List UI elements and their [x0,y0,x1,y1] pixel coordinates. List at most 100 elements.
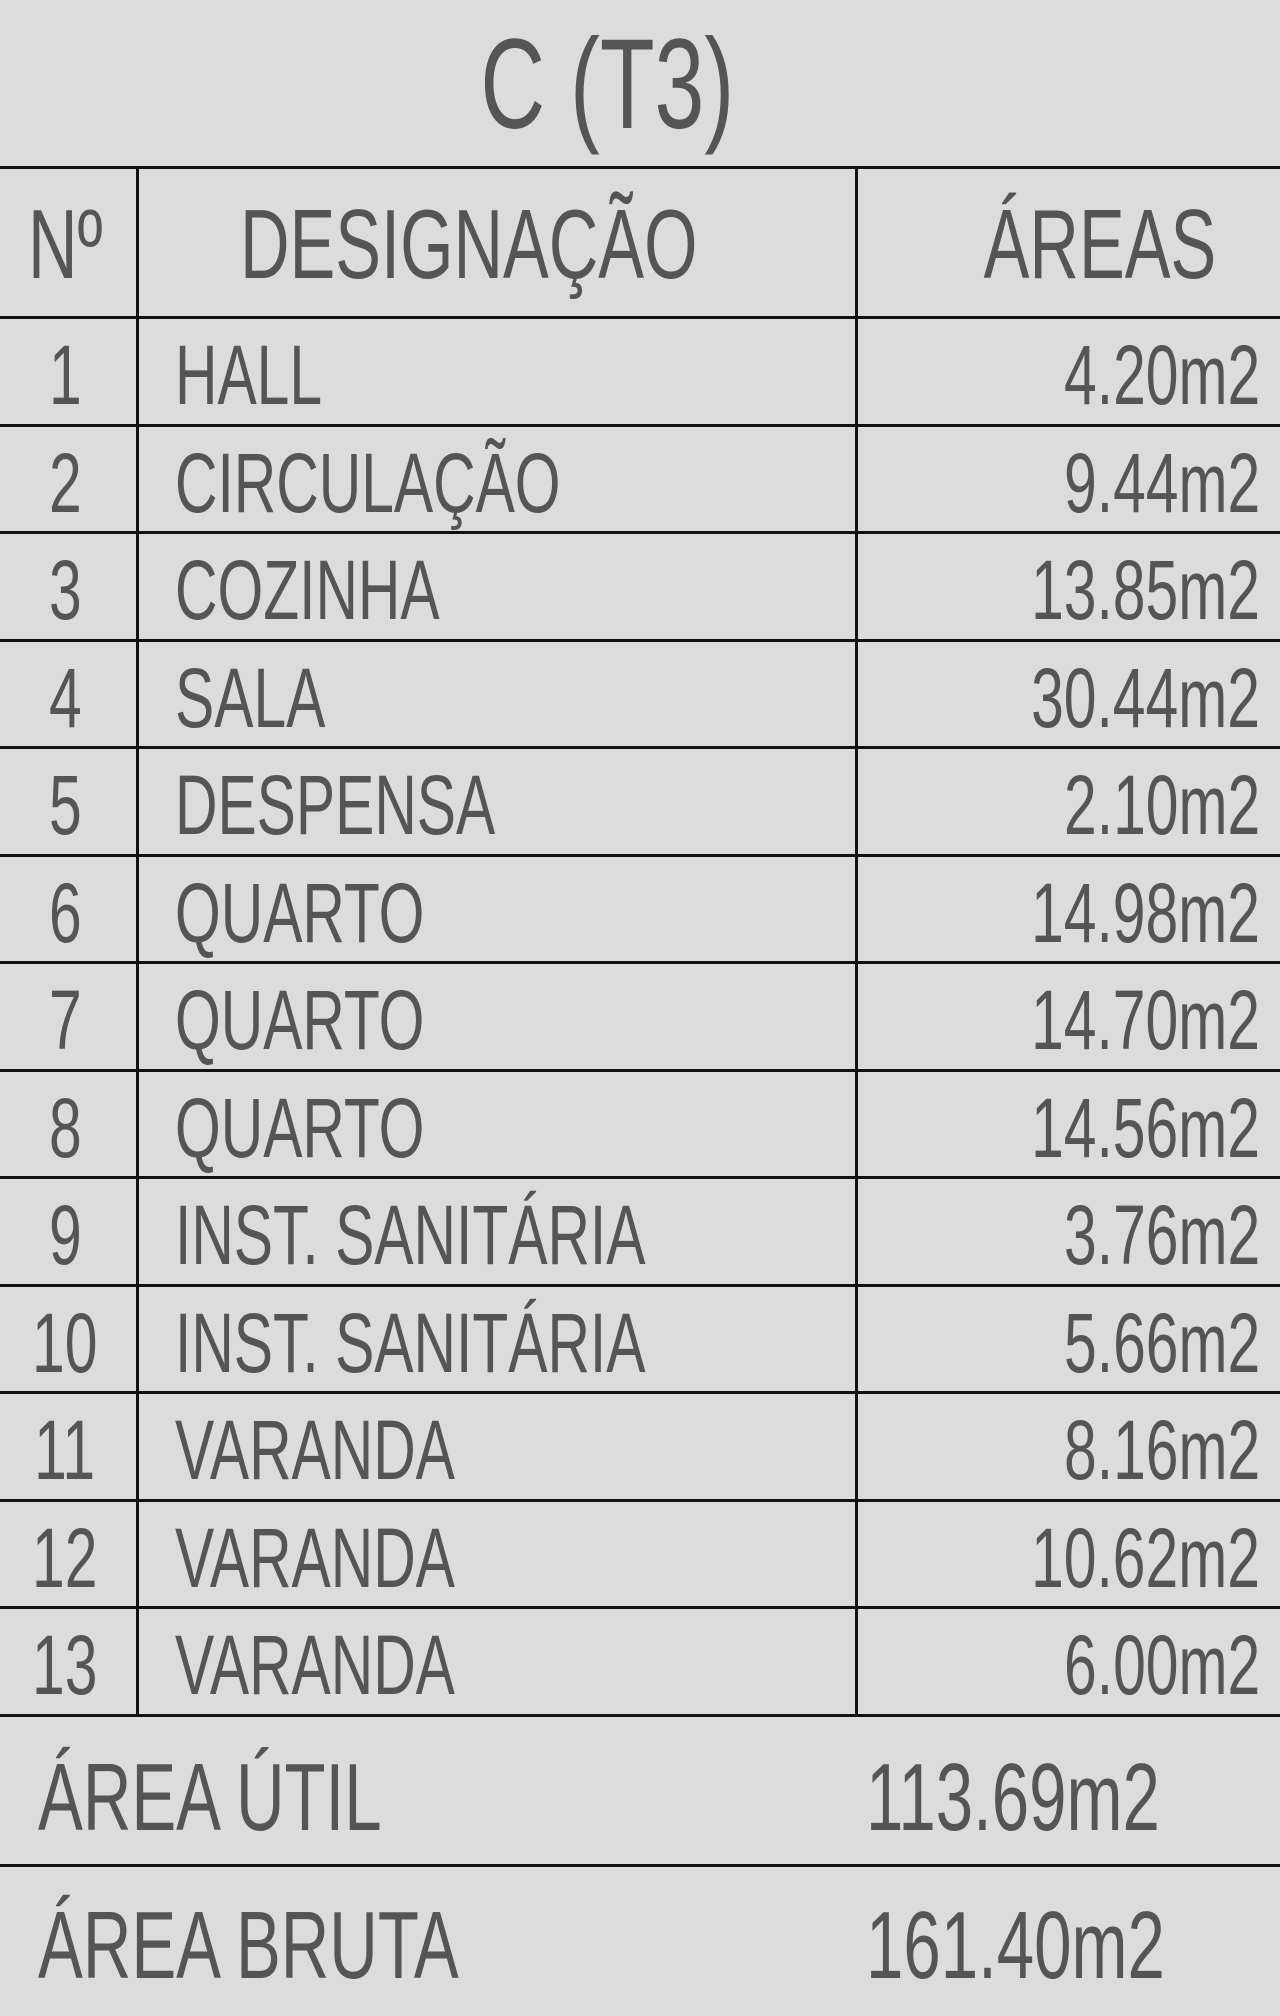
divider-line [0,1499,1280,1502]
column-divider [136,166,139,1714]
row-area: 30.44m2 [860,642,1260,749]
row-designation-text: CIRCULAÇÃO [175,436,561,530]
row-area: 5.66m2 [860,1287,1260,1394]
row-number: 3 [0,534,130,641]
row-area: 3.76m2 [860,1179,1260,1286]
row-area-text: 14.98m2 [1031,866,1260,960]
row-designation: DESPENSA [175,749,633,856]
gross-area-value-text: 161.40m2 [866,1892,1165,1999]
useful-area-label: ÁREA ÚTIL [38,1728,529,1868]
row-designation: VARANDA [175,1394,575,1501]
row-area-text: 30.44m2 [1031,651,1260,745]
row-number-text: 2 [48,436,82,530]
divider-line [0,639,1280,642]
header-areas: ÁREAS [860,169,1240,319]
row-designation-text: INST. SANITÁRIA [175,1188,646,1282]
row-designation-text: DESPENSA [175,758,496,852]
useful-area-value-text: 113.69m2 [866,1744,1160,1851]
row-number-text: 10 [32,1296,98,1390]
row-area-text: 13.85m2 [1031,543,1260,637]
divider-line [0,531,1280,534]
gross-area-label-text: ÁREA BRUTA [38,1892,459,1999]
row-designation: VARANDA [175,1609,575,1716]
row-number-text: 6 [48,866,82,960]
row-number: 10 [0,1287,130,1394]
row-area-text: 5.66m2 [1063,1296,1260,1390]
row-designation: QUARTO [175,1072,531,1179]
row-designation-text: COZINHA [175,543,440,637]
row-number-text: 8 [48,1081,82,1175]
row-designation: COZINHA [175,534,553,641]
row-area: 10.62m2 [860,1502,1260,1609]
header-designation: DESIGNAÇÃO [240,169,893,319]
row-number-text: 3 [48,543,82,637]
divider-line [0,1864,1280,1867]
divider-line [0,424,1280,427]
row-designation-text: VARANDA [175,1511,455,1605]
divider-line [0,746,1280,749]
divider-line [0,1069,1280,1072]
row-number-text: 7 [48,973,82,1067]
row-designation: CIRCULAÇÃO [175,427,726,534]
row-number: 9 [0,1179,130,1286]
row-designation-text: QUARTO [175,973,425,1067]
row-designation-text: VARANDA [175,1403,455,1497]
divider-line [0,961,1280,964]
row-area: 14.98m2 [860,857,1260,964]
row-designation-text: QUARTO [175,866,425,960]
row-designation-text: INST. SANITÁRIA [175,1296,646,1390]
row-area-text: 9.44m2 [1063,436,1260,530]
row-area-text: 10.62m2 [1031,1511,1260,1605]
header-number: Nº [0,169,130,319]
divider-line [0,1714,1280,1717]
row-area: 14.70m2 [860,964,1260,1071]
row-number: 6 [0,857,130,964]
divider-line [0,1284,1280,1287]
row-number-text: 12 [32,1511,98,1605]
row-designation: INST. SANITÁRIA [175,1179,847,1286]
useful-area-value: 113.69m2 [866,1728,1280,1868]
row-number: 7 [0,964,130,1071]
divider-line [0,1176,1280,1179]
row-designation: HALL [175,319,385,426]
row-area-text: 14.70m2 [1031,973,1260,1067]
divider-line [0,1606,1280,1609]
row-number-text: 4 [48,651,82,745]
header-designation-text: DESIGNAÇÃO [240,189,698,299]
row-area: 8.16m2 [860,1394,1260,1501]
row-designation: INST. SANITÁRIA [175,1287,847,1394]
row-number-text: 13 [32,1618,98,1712]
divider-line [0,1391,1280,1394]
row-number: 5 [0,749,130,856]
divider-line [0,166,1280,169]
header-number-text: Nº [27,189,103,299]
useful-area-label-text: ÁREA ÚTIL [38,1744,382,1851]
row-number: 1 [0,319,130,426]
gross-area-label: ÁREA BRUTA [38,1876,639,2016]
row-designation: SALA [175,642,390,749]
row-area: 9.44m2 [860,427,1260,534]
row-area: 2.10m2 [860,749,1260,856]
row-area-text: 14.56m2 [1031,1081,1260,1175]
row-area: 14.56m2 [860,1072,1260,1179]
row-designation-text: SALA [175,651,326,745]
row-number-text: 5 [48,758,82,852]
row-area-text: 8.16m2 [1063,1403,1260,1497]
gross-area-value: 161.40m2 [866,1876,1280,2016]
row-number: 13 [0,1609,130,1716]
row-area: 6.00m2 [860,1609,1260,1716]
row-number: 12 [0,1502,130,1609]
divider-line [0,854,1280,857]
row-designation: QUARTO [175,964,531,1071]
row-area-text: 3.76m2 [1063,1188,1260,1282]
column-divider [855,166,858,1714]
table-title: C (T3) [480,13,735,156]
row-designation-text: VARANDA [175,1618,455,1712]
row-area-text: 6.00m2 [1063,1618,1260,1712]
row-area: 13.85m2 [860,534,1260,641]
row-area: 4.20m2 [860,319,1260,426]
row-number: 4 [0,642,130,749]
row-area-text: 2.10m2 [1063,758,1260,852]
row-number-text: 9 [48,1188,82,1282]
row-number: 11 [0,1394,130,1501]
